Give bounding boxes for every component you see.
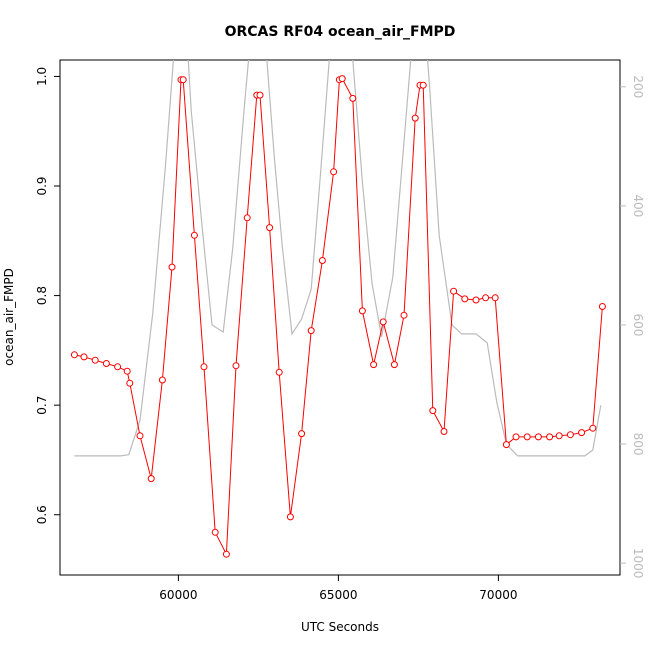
data-point bbox=[275, 368, 283, 376]
x-tick-label: 70000 bbox=[479, 588, 517, 602]
data-point bbox=[502, 441, 510, 449]
data-point bbox=[450, 287, 458, 295]
y-tick-label: 0.9 bbox=[35, 176, 49, 195]
data-point bbox=[491, 294, 499, 302]
data-point bbox=[349, 94, 357, 102]
y-axis-label: ocean_air_FMPD bbox=[2, 268, 16, 366]
y2-tick-label: 200 bbox=[631, 75, 645, 98]
data-point bbox=[168, 263, 176, 271]
data-point bbox=[256, 91, 264, 99]
data-point bbox=[512, 433, 520, 441]
data-point bbox=[211, 528, 219, 536]
data-point bbox=[400, 311, 408, 319]
data-point bbox=[318, 257, 326, 264]
data-point bbox=[555, 432, 563, 440]
data-point bbox=[546, 433, 554, 441]
data-point bbox=[523, 433, 531, 441]
data-point bbox=[136, 432, 144, 440]
data-point bbox=[307, 327, 315, 335]
data-point bbox=[390, 361, 398, 369]
data-point bbox=[534, 433, 542, 441]
data-point bbox=[80, 353, 88, 361]
y2-tick-label: 400 bbox=[631, 194, 645, 217]
data-point bbox=[190, 231, 198, 239]
y-tick-label: 1.0 bbox=[35, 67, 49, 86]
data-point bbox=[482, 294, 490, 302]
data-point bbox=[419, 81, 427, 89]
data-point bbox=[298, 430, 306, 438]
data-point bbox=[200, 363, 208, 371]
data-point bbox=[158, 376, 166, 384]
y-tick-label: 0.7 bbox=[35, 396, 49, 415]
y2-tick-label: 1000 bbox=[631, 548, 645, 579]
data-point bbox=[461, 295, 469, 303]
data-point bbox=[91, 356, 99, 364]
y2-tick-label: 600 bbox=[631, 313, 645, 336]
data-point bbox=[589, 424, 597, 432]
data-point bbox=[330, 168, 338, 176]
data-point bbox=[114, 363, 122, 371]
y-tick-label: 0.8 bbox=[35, 286, 49, 305]
x-tick-label: 60000 bbox=[159, 588, 197, 602]
data-point bbox=[266, 224, 274, 232]
data-point bbox=[358, 307, 366, 315]
data-point bbox=[147, 475, 155, 483]
data-point bbox=[179, 76, 187, 84]
x-axis: 60000 65000 70000 bbox=[159, 575, 517, 602]
x-tick-label: 65000 bbox=[319, 588, 357, 602]
series-line-grey bbox=[74, 60, 602, 457]
data-point bbox=[243, 214, 251, 222]
chart-title: ORCAS RF04 ocean_air_FMPD bbox=[225, 24, 456, 40]
data-point bbox=[70, 351, 78, 359]
data-point bbox=[126, 379, 134, 387]
data-point bbox=[222, 550, 230, 558]
data-point bbox=[598, 303, 606, 310]
data-point bbox=[440, 428, 448, 435]
data-point bbox=[566, 431, 574, 439]
data-point bbox=[379, 318, 387, 326]
data-point bbox=[286, 513, 294, 521]
plot-frame bbox=[59, 59, 621, 576]
y-axis-right: 200 400 600 800 1000 bbox=[620, 75, 645, 578]
data-point bbox=[370, 361, 378, 369]
data-point bbox=[429, 407, 437, 415]
data-point bbox=[102, 360, 110, 367]
y-axis-left: 0.6 0.7 0.8 0.9 1.0 bbox=[35, 67, 60, 524]
data-point bbox=[338, 75, 346, 83]
secondary-series-layer bbox=[74, 60, 602, 457]
primary-series-layer bbox=[70, 75, 606, 558]
y2-tick-label: 800 bbox=[631, 433, 645, 456]
data-point bbox=[232, 362, 240, 370]
data-point bbox=[411, 114, 419, 122]
data-point bbox=[123, 367, 131, 375]
y-tick-label: 0.6 bbox=[35, 505, 49, 524]
x-axis-label: UTC Seconds bbox=[301, 620, 379, 634]
data-point bbox=[472, 296, 480, 304]
data-point bbox=[578, 429, 586, 437]
series-line-red bbox=[74, 77, 603, 557]
